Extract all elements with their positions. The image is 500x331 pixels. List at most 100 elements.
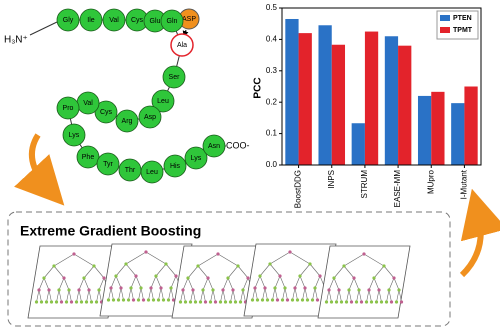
tree-node [236,264,240,268]
tree-edge [210,289,214,303]
tree-edge [88,289,92,303]
tree-edge [346,289,350,303]
tree-node [77,288,81,292]
tree-node [34,300,39,304]
residue [140,160,164,184]
tree-edge [145,251,167,265]
c-terminus: COO- [226,140,250,150]
tree-edge [269,251,291,265]
tree-edge [279,275,286,289]
tree-edge [96,289,100,303]
tree-edge [68,289,72,303]
bar [364,31,379,165]
tree-edge [348,289,352,303]
tree-edge [227,265,239,279]
tree-node [290,298,295,302]
tree-node [329,300,334,304]
tree-edge [356,289,360,303]
tree-node [223,300,228,304]
x-tick-label: STRUM [360,170,369,199]
tree-node [106,298,111,302]
tree-edge [259,275,266,289]
tree-node [64,300,69,304]
tree-edge [366,289,370,303]
tree-node [255,298,260,302]
tree-node [305,298,310,302]
tree-edge [197,265,209,279]
tree-edge [254,287,258,301]
bar [398,45,412,165]
model-box [7,211,451,327]
tree-node [308,262,312,266]
x-tick-label: EASE-MM [393,170,402,208]
tree-node [139,286,143,290]
tree-node [339,300,344,304]
tree-node [169,286,173,290]
tree-edge [125,263,137,277]
tree-edge [48,289,52,303]
tree-node [394,300,399,304]
tree-edge [38,289,42,303]
tree-edge [66,289,70,303]
tree-node [349,300,354,304]
tree-node [218,300,223,304]
tree-edge [242,289,246,303]
tree-edge [378,289,382,303]
tree-edge [160,287,164,301]
tree-edge [187,277,194,291]
tree-edge [110,275,117,289]
residue-label: Lys [191,155,202,162]
tree-edge [190,289,194,303]
tree-edge [83,277,90,291]
tree-edge [130,275,137,289]
y-tick-label: 0.4 [266,35,278,44]
tree-edge [343,253,365,267]
tree-edge [333,277,340,291]
tree-node [131,298,136,302]
tree-node [174,274,178,278]
tree-node [315,298,320,302]
tree-node [293,286,297,290]
tree-edge [165,263,177,277]
residue-label: Cys [100,109,113,116]
residue-label: Gln [167,18,178,25]
tree-edge [358,289,362,303]
tree-node [364,300,369,304]
residue-label: Asn [208,143,220,150]
tree-edge [353,277,360,291]
bar [298,33,312,166]
tree-node [313,286,317,290]
chain-bond [29,21,58,36]
tree-edge [373,277,380,291]
tree-edge [383,265,395,279]
tree-edge [398,289,402,303]
residue-label: Val [83,100,93,107]
residue [56,8,80,32]
tree-node [97,288,101,292]
tree-edge [314,287,318,301]
tree-node [49,300,54,304]
tree-node [334,300,339,304]
residue [79,8,103,32]
tree-edge [326,289,330,303]
tree-node [59,300,64,304]
tree-node [89,300,94,304]
bar [464,86,478,165]
tree-edge [192,289,196,303]
residue [184,146,208,170]
residue [102,8,126,32]
tree-node [374,300,379,304]
tree-node [67,288,71,292]
tree-edge [98,289,102,303]
tree-node [111,298,116,302]
tree-edge [336,289,340,303]
legend-swatch [440,15,450,21]
tree-node [295,298,300,302]
tree-edge [46,289,50,303]
residue [162,65,186,89]
tree-node [372,276,376,280]
tree-edge [78,289,82,303]
tree-edge [207,277,214,291]
residue [202,134,226,158]
tree-node [92,264,96,268]
